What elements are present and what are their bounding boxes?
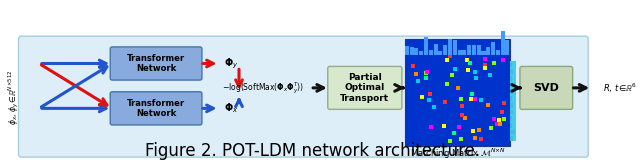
Text: Partial
Optimal
Transport: Partial Optimal Transport [340, 73, 389, 103]
Text: $-\log(\mathrm{SoftMax}(\mathbf{\Phi}_x\mathbf{\Phi}_y^T))$: $-\log(\mathrm{SoftMax}(\mathbf{\Phi}_x\… [222, 80, 305, 96]
Bar [424, 37, 428, 55]
Bar [510, 130, 515, 134]
FancyBboxPatch shape [328, 66, 402, 109]
Text: Transformer
Network: Transformer Network [127, 99, 185, 118]
Bar [510, 61, 516, 141]
Text: $\mathbf{\Phi}_y$: $\mathbf{\Phi}_y$ [225, 56, 239, 71]
Bar [500, 31, 505, 55]
Bar [510, 110, 513, 114]
Bar [462, 50, 467, 55]
Bar [405, 45, 409, 55]
FancyBboxPatch shape [110, 47, 202, 80]
FancyBboxPatch shape [19, 36, 588, 157]
Bar [448, 39, 452, 55]
Text: Figure 2. POT-LDM network architecture.: Figure 2. POT-LDM network architecture. [145, 142, 480, 160]
Bar [510, 83, 515, 87]
Text: Matching Matrix $\mathcal{M}^{N\!\times\!N}$: Matching Matrix $\mathcal{M}^{N\!\times\… [410, 147, 506, 161]
Bar [510, 96, 512, 101]
Bar [443, 45, 447, 55]
Bar [510, 116, 512, 121]
Bar [419, 51, 423, 55]
Bar [510, 89, 516, 94]
Text: Transformer
Network: Transformer Network [127, 54, 185, 73]
Bar [510, 136, 513, 141]
Bar [472, 45, 476, 55]
Bar [506, 40, 509, 55]
Bar [496, 50, 500, 55]
Text: $\mathbf{\Phi}_x$: $\mathbf{\Phi}_x$ [225, 101, 239, 115]
Bar [433, 44, 438, 55]
Text: SVD: SVD [533, 83, 559, 93]
Bar [477, 45, 481, 55]
Bar [458, 50, 461, 55]
Bar [467, 44, 471, 55]
Text: $R,\,t\!\in\!\mathbb{R}^6$: $R,\,t\!\in\!\mathbb{R}^6$ [603, 81, 637, 95]
Bar [415, 48, 419, 55]
Bar [481, 51, 486, 55]
Bar [510, 76, 512, 81]
Bar [510, 69, 513, 74]
FancyBboxPatch shape [110, 92, 202, 125]
Bar [405, 39, 510, 146]
Bar [510, 103, 513, 108]
Bar [491, 42, 495, 55]
FancyBboxPatch shape [520, 66, 573, 109]
Bar [410, 47, 413, 55]
Bar [429, 50, 433, 55]
Bar [510, 63, 512, 67]
Text: $\phi_x,\,\phi_y\!\in\!\mathbb{R}^{N\!\times\!512}$: $\phi_x,\,\phi_y\!\in\!\mathbb{R}^{N\!\t… [6, 70, 21, 125]
Bar [452, 40, 457, 55]
Bar [510, 123, 512, 128]
Bar [486, 47, 490, 55]
Bar [438, 51, 442, 55]
